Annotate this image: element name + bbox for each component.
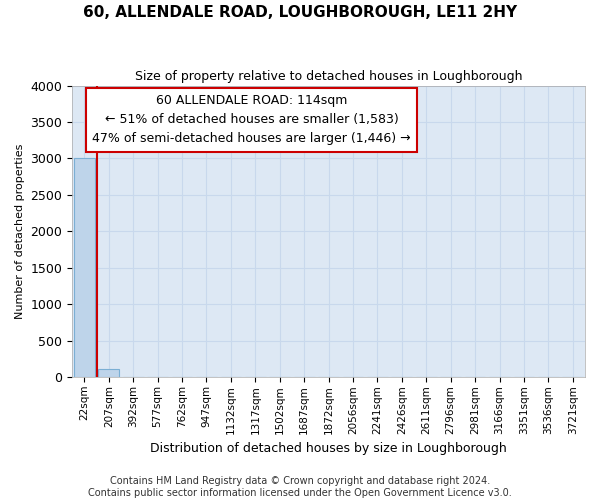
Bar bbox=[98, 370, 119, 378]
Title: Size of property relative to detached houses in Loughborough: Size of property relative to detached ho… bbox=[135, 70, 523, 83]
Text: Contains HM Land Registry data © Crown copyright and database right 2024.
Contai: Contains HM Land Registry data © Crown c… bbox=[88, 476, 512, 498]
X-axis label: Distribution of detached houses by size in Loughborough: Distribution of detached houses by size … bbox=[150, 442, 507, 455]
Y-axis label: Number of detached properties: Number of detached properties bbox=[15, 144, 25, 319]
Text: 60 ALLENDALE ROAD: 114sqm
← 51% of detached houses are smaller (1,583)
47% of se: 60 ALLENDALE ROAD: 114sqm ← 51% of detac… bbox=[92, 94, 411, 146]
Bar bbox=[74, 158, 95, 378]
Text: 60, ALLENDALE ROAD, LOUGHBOROUGH, LE11 2HY: 60, ALLENDALE ROAD, LOUGHBOROUGH, LE11 2… bbox=[83, 5, 517, 20]
